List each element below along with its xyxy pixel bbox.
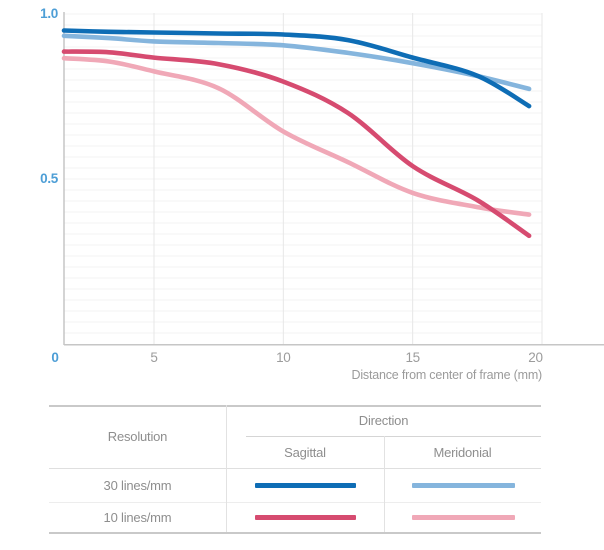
table-border-bottom	[49, 531, 541, 534]
swatch-10-sagittal	[254, 514, 356, 520]
legend-col-meridonial: Meridonial	[433, 444, 492, 460]
legend-col-sagittal: Sagittal	[284, 444, 326, 460]
x-tick-label: 10	[276, 350, 291, 365]
legend-row-label-30: 30 lines/mm	[103, 477, 172, 493]
x-tick-label: 0	[51, 350, 59, 365]
column-separator-right	[384, 436, 385, 532]
curve-30-lines-mm-sagittal	[61, 28, 532, 109]
column-separator-left	[226, 405, 227, 532]
direction-underline	[246, 436, 541, 437]
curve-10-lines-mm-sagittal	[61, 49, 532, 239]
y-tick-label: 1.0	[40, 6, 58, 21]
swatch-30-sagittal	[254, 482, 356, 488]
x-tick-label: 20	[528, 350, 543, 365]
row-separator-line	[49, 502, 541, 503]
x-tick-label: 5	[150, 350, 158, 365]
swatch-30-meridonial	[411, 482, 515, 488]
swatch-10-meridonial	[411, 514, 515, 520]
legend-resolution-header: Resolution	[107, 429, 168, 444]
legend-row-label-10: 10 lines/mm	[103, 509, 172, 525]
table-border-top	[49, 404, 541, 407]
x-axis-title: Distance from center of frame (mm)	[351, 368, 543, 382]
header-separator-line	[49, 468, 541, 469]
legend-table: Resolution Direction Sagittal Meridonial…	[0, 400, 604, 550]
curve-30-lines-mm-meridonial	[61, 33, 532, 92]
x-tick-label: 15	[405, 350, 420, 365]
chart-canvas	[61, 12, 604, 346]
legend-direction-header: Direction	[358, 413, 409, 428]
y-tick-label: 0.5	[40, 171, 58, 186]
chart-region: 1.0 0.5 0 5 10 15 20 Distance from center of f…	[40, 6, 604, 382]
curve-10-lines-mm-meridonial	[61, 55, 532, 217]
